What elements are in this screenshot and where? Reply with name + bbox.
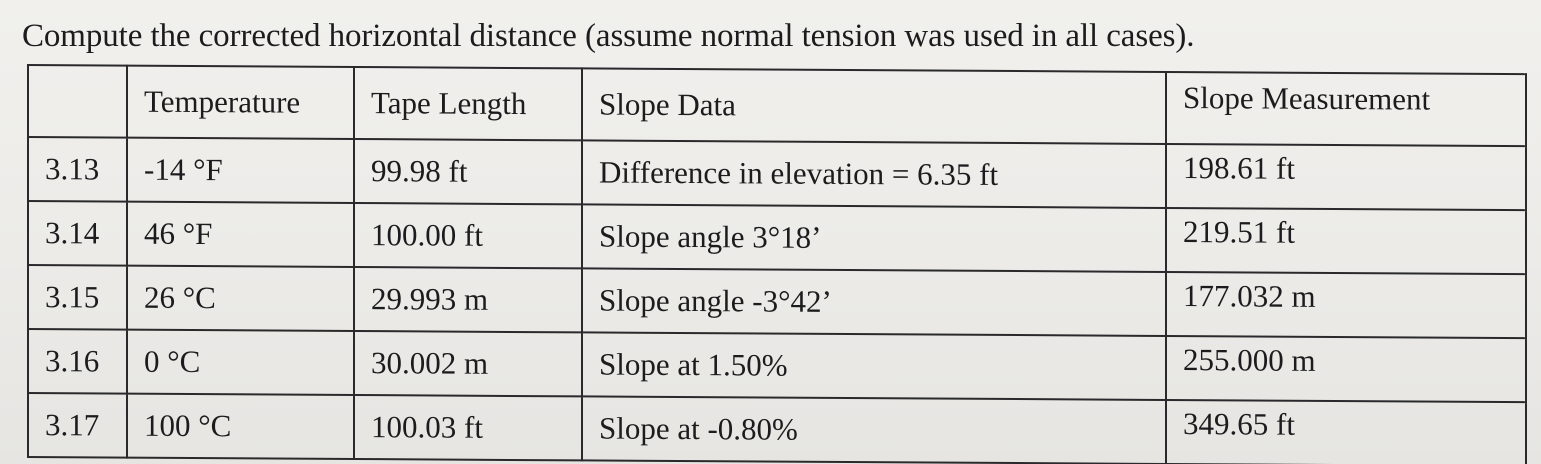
slope-measurement-cell: 255.000 m: [1166, 335, 1526, 403]
temperature-cell: 26 °C: [127, 265, 354, 331]
temperature-cell: 100 °C: [127, 393, 354, 459]
slope-data-cell: Slope angle -3°42’: [582, 268, 1166, 336]
table-row: 3.15 26 °C 29.993 m Slope angle -3°42’ 1…: [28, 265, 1526, 339]
header-slope-data: Slope Data: [582, 68, 1166, 144]
header-slope-measurement: Slope Measurement: [1166, 71, 1526, 147]
header-temperature: Temperature: [127, 65, 354, 139]
survey-data-table: Temperature Tape Length Slope Data Slope…: [27, 64, 1527, 464]
slope-measurement-cell: 177.032 m: [1166, 271, 1526, 339]
table-header-row: Temperature Tape Length Slope Data Slope…: [28, 65, 1526, 147]
slope-data-cell: Slope at 1.50%: [582, 332, 1166, 400]
header-id-cell: [28, 65, 127, 138]
row-id: 3.17: [28, 393, 127, 458]
slope-data-cell: Slope at -0.80%: [582, 396, 1166, 464]
tape-length-cell: 30.002 m: [354, 330, 582, 397]
row-id: 3.14: [28, 201, 127, 266]
header-tape-length: Tape Length: [354, 66, 582, 141]
slope-measurement-cell: 349.65 ft: [1166, 399, 1526, 464]
row-id: 3.15: [28, 265, 127, 330]
slope-data-cell: Slope angle 3°18’: [582, 204, 1166, 272]
tape-length-cell: 100.00 ft: [354, 202, 582, 269]
tape-length-cell: 29.993 m: [354, 266, 582, 333]
row-id: 3.13: [28, 137, 127, 202]
temperature-cell: 0 °C: [127, 329, 354, 395]
instruction-text: Compute the corrected horizontal distanc…: [22, 18, 1195, 54]
slope-measurement-cell: 219.51 ft: [1166, 207, 1526, 275]
table-row: 3.14 46 °F 100.00 ft Slope angle 3°18’ 2…: [28, 201, 1526, 275]
slope-measurement-cell: 198.61 ft: [1166, 143, 1526, 211]
tape-length-cell: 99.98 ft: [354, 138, 582, 205]
table-row: 3.13 -14 °F 99.98 ft Difference in eleva…: [28, 137, 1526, 211]
table-row: 3.16 0 °C 30.002 m Slope at 1.50% 255.00…: [28, 329, 1526, 403]
tape-length-cell: 100.03 ft: [354, 394, 582, 461]
temperature-cell: -14 °F: [127, 137, 354, 203]
temperature-cell: 46 °F: [127, 201, 354, 267]
slope-data-cell: Difference in elevation = 6.35 ft: [582, 140, 1166, 208]
table-row: 3.17 100 °C 100.03 ft Slope at -0.80% 34…: [28, 393, 1526, 464]
row-id: 3.16: [28, 329, 127, 394]
